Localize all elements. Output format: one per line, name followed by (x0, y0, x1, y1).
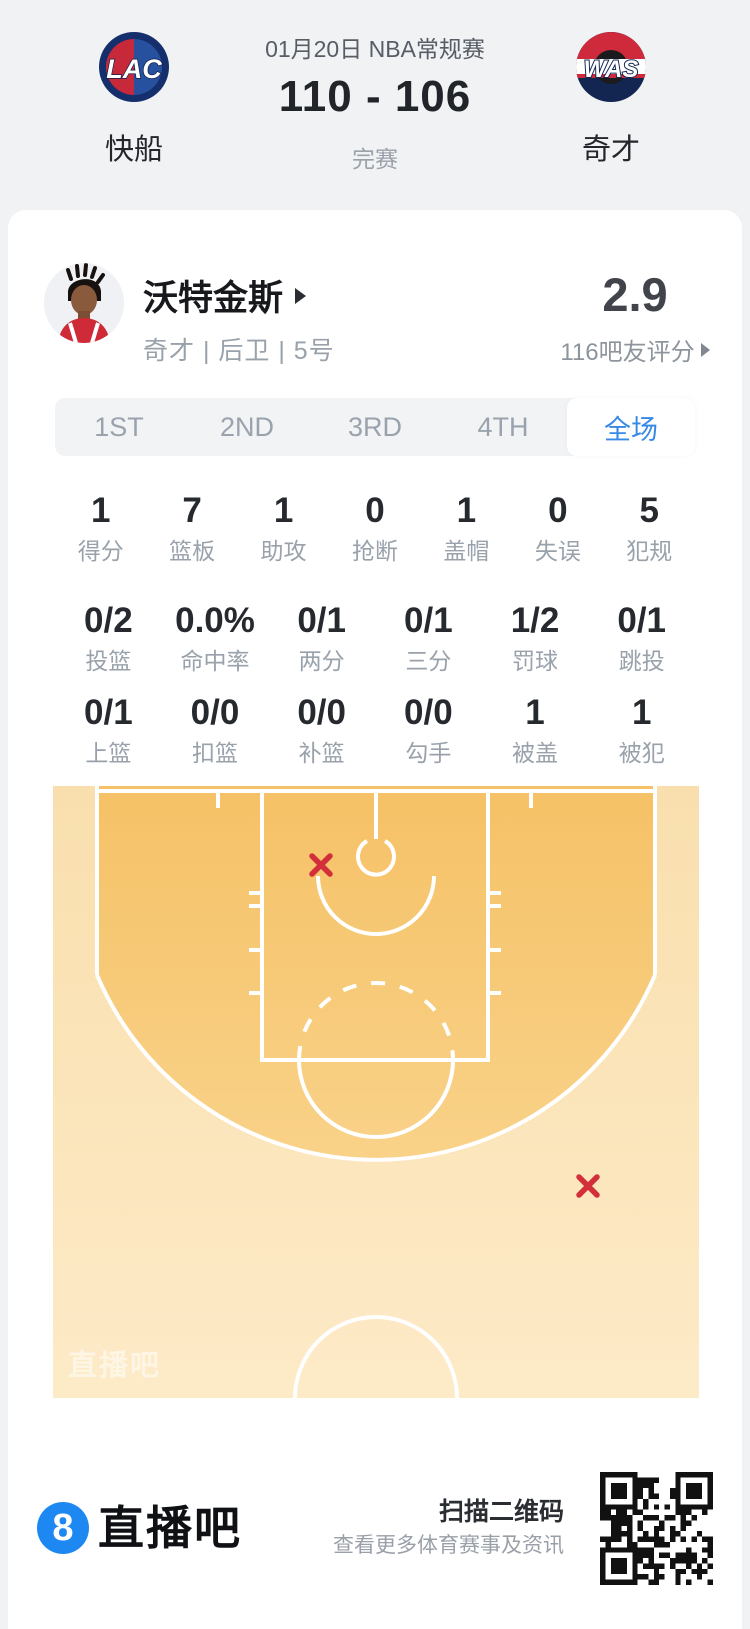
player-photo-silhouette (58, 263, 110, 343)
team-name-away: 奇才 (581, 134, 640, 166)
missed-shot-marker (576, 1174, 600, 1198)
qr-subtitle: 查看更多体育赛事及资讯 (333, 1534, 564, 1557)
restricted-arc (316, 875, 436, 936)
tab-full-game[interactable]: 全场 (567, 398, 695, 456)
lane-hash-right (488, 891, 501, 995)
missed-shot-marker (309, 853, 333, 877)
free-throw-circle-dashed (297, 981, 455, 1061)
logo-8-glyph: 8 (52, 1507, 74, 1549)
tab-1st[interactable]: 1ST (94, 411, 144, 442)
player-rating: 2.9 (602, 268, 668, 321)
stat-blocks: 1 盖帽 (443, 491, 490, 564)
stat-row-shooting: 0/2 投篮 0.0% 命中率 0/1 两分 0/1 三分 1/2 罚球 0/1 跳投 (55, 600, 695, 676)
rating-note-link[interactable]: 116吧友评分 (540, 332, 730, 367)
player-rating-block: 2.9 116吧友评分 (540, 270, 730, 367)
stat-row-basic: 1 得分 7 篮板 1 助攻 0 抢断 1 盖帽 0 失误 5 犯规 (55, 490, 695, 566)
player-name: 沃特金斯 (143, 278, 284, 318)
stat-fouls: 5 犯规 (626, 491, 673, 564)
center-circle (293, 1315, 459, 1398)
rim (356, 839, 396, 877)
player-meta: 奇才 | 后卫 | 5号 (143, 337, 335, 365)
qr-code (600, 1472, 713, 1585)
court-inner-area (97, 786, 655, 1160)
rating-arrow-icon (700, 342, 710, 357)
stat-dunk: 0/0 扣篮 (190, 693, 240, 766)
team-logo-was: WAS (575, 31, 647, 103)
match-score: 110 - 106 (278, 72, 472, 121)
corner-marks (216, 791, 533, 808)
three-point-arc (95, 974, 657, 1162)
team-name-home: 快船 (104, 134, 163, 166)
player-avatar[interactable] (44, 263, 124, 343)
shot-marker-layer (309, 853, 600, 1198)
team-logo-lac: LAC (98, 31, 170, 103)
court-watermark: 直播吧 (68, 1350, 162, 1382)
sidelines (95, 786, 657, 975)
tab-2nd[interactable]: 2ND (219, 411, 274, 442)
lane-hash-left (249, 891, 262, 995)
player-name-row[interactable]: 沃特金斯 (143, 274, 307, 318)
stat-row-detail: 0/1 上篮 0/0 扣篮 0/0 补篮 0/0 勾手 1 被盖 1 被犯 (55, 692, 695, 768)
quarter-tabbar: 1ST 2ND 3RD 4TH 全场 (55, 398, 695, 456)
stat-turnovers: 0 失误 (534, 491, 581, 564)
match-status: 完赛 (352, 146, 398, 172)
stat-fg: 0/2 投篮 (84, 601, 133, 674)
rating-note-text: 116吧友评分 (560, 339, 695, 366)
league-date: 01月20日 NBA常规赛 (265, 36, 485, 62)
brand-name: 直播吧 (98, 1502, 242, 1554)
stat-jumpshot: 0/1 跳投 (617, 601, 667, 674)
stat-points: 1 得分 (77, 491, 124, 564)
shot-chart-court: 直播吧 (53, 786, 699, 1398)
stat-hook: 0/0 勾手 (404, 693, 453, 766)
stat-layup: 0/1 上篮 (84, 693, 133, 766)
stat-tipin: 0/0 补篮 (297, 693, 346, 766)
stat-3pt: 0/1 三分 (404, 601, 453, 674)
name-arrow-icon (295, 288, 307, 304)
free-throw-circle-solid (297, 1059, 455, 1139)
stat-fouled: 1 被犯 (618, 693, 665, 766)
stat-assists: 1 助攻 (260, 491, 307, 564)
stat-steals: 0 抢断 (351, 491, 398, 564)
qr-title: 扫描二维码 (438, 1498, 564, 1526)
stat-fg-pct: 0.0% 命中率 (175, 601, 255, 674)
team-abbr-home: LAC (106, 54, 162, 84)
zhibo8-logo-icon: 8 (37, 1502, 89, 1554)
court-lines (95, 786, 657, 1398)
stat-rebounds: 7 篮板 (169, 491, 216, 564)
qr-caption: 扫描二维码 查看更多体育赛事及资讯 (333, 1498, 564, 1558)
stat-blocked: 1 被盖 (512, 693, 559, 766)
tab-4th[interactable]: 4TH (477, 411, 529, 442)
stat-2pt: 0/1 两分 (297, 601, 346, 674)
team-abbr-away: WAS (584, 56, 639, 83)
stat-ft: 1/2 罚球 (510, 601, 560, 674)
tab-3rd[interactable]: 3RD (347, 411, 402, 442)
